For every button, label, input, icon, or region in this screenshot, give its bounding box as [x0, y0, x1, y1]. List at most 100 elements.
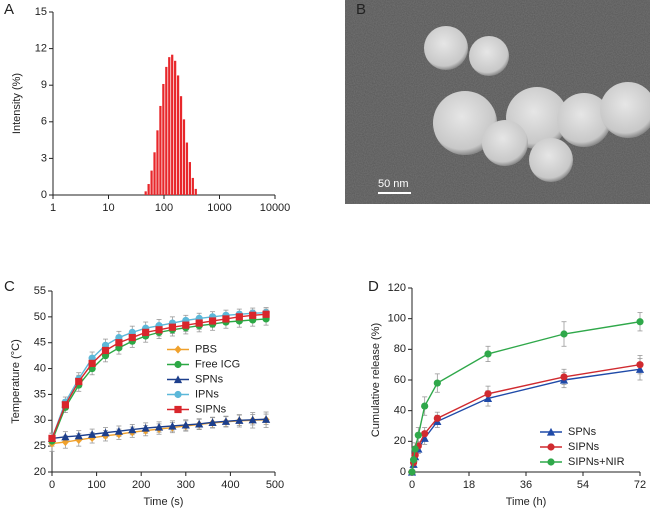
x-tick-label: 36 [520, 479, 532, 491]
bar [147, 184, 150, 195]
marker [433, 414, 441, 422]
marker [433, 379, 441, 387]
marker [182, 321, 190, 329]
bar [168, 57, 171, 195]
bar [174, 60, 177, 195]
y-tick-label: 50 [34, 311, 46, 323]
bar [188, 162, 191, 195]
y-axis-label: Intensity (%) [11, 73, 23, 134]
marker [141, 423, 150, 432]
panel-label: D [368, 278, 379, 295]
marker [128, 333, 136, 342]
y-tick-label: 3 [41, 152, 47, 164]
bar [185, 142, 189, 195]
marker [88, 433, 96, 442]
y-axis-label: Cumulative release (%) [370, 323, 382, 437]
y-tick-label: 6 [41, 116, 47, 128]
marker [635, 365, 645, 373]
marker [61, 437, 69, 447]
x-tick-label: 54 [577, 479, 589, 491]
y-tick-label: 35 [34, 388, 46, 400]
marker [261, 415, 271, 423]
marker [142, 328, 150, 336]
x-tick-label: 72 [634, 479, 646, 491]
marker [414, 431, 422, 439]
legend-label: PBS [195, 343, 217, 355]
x-tick-label: 18 [463, 479, 475, 491]
marker [235, 416, 244, 424]
bar [194, 188, 197, 195]
marker [174, 390, 182, 399]
y-tick-label: 40 [394, 405, 406, 417]
x-tick-label: 500 [266, 479, 284, 491]
y-tick-label: 0 [400, 466, 406, 478]
marker [128, 425, 137, 434]
bar [159, 105, 162, 195]
y-tick-label: 15 [35, 6, 47, 18]
bar [144, 191, 147, 195]
marker [174, 360, 182, 369]
marker [249, 311, 257, 319]
marker [101, 346, 110, 355]
bar [171, 54, 174, 196]
y-tick-label: 60 [394, 374, 406, 386]
x-tick-label: 400 [221, 479, 239, 491]
x-tick-label: 10 [102, 202, 114, 214]
marker [174, 345, 182, 354]
x-tick-label: 100 [87, 479, 105, 491]
x-tick-label: 10000 [260, 202, 291, 214]
x-tick-label: 300 [177, 479, 195, 491]
x-axis-label: Time (h) [506, 496, 547, 508]
marker [420, 434, 429, 442]
y-tick-label: 55 [34, 285, 46, 297]
marker [154, 422, 164, 431]
marker [61, 401, 69, 409]
marker [484, 390, 492, 398]
legend-label: IPNs [195, 388, 219, 400]
x-axis-label: Time (s) [144, 496, 184, 508]
legend-label: SIPNs+NIR [568, 456, 625, 468]
x-tick-label: 0 [49, 479, 55, 491]
bar [179, 96, 183, 195]
panel-label: B [356, 1, 366, 18]
marker [208, 418, 217, 426]
panel-label: A [4, 1, 14, 18]
tem-image: 50 nm [345, 0, 650, 204]
x-tick-label: 0 [409, 479, 415, 491]
y-tick-label: 30 [34, 414, 46, 426]
y-tick-label: 20 [34, 466, 46, 478]
marker [484, 350, 492, 358]
marker [409, 456, 418, 464]
marker [195, 419, 204, 428]
y-axis-label: Temperature (°C) [10, 339, 22, 423]
x-tick-label: 1 [50, 202, 56, 214]
y-tick-label: 12 [35, 43, 47, 55]
marker [168, 323, 177, 331]
legend-label: SPNs [568, 426, 597, 438]
marker [115, 339, 123, 347]
marker [235, 313, 243, 321]
marker [636, 361, 644, 369]
bar [182, 119, 186, 195]
bar [191, 177, 194, 195]
series-line [411, 321, 641, 473]
bar [156, 130, 159, 195]
bar [162, 83, 165, 195]
marker [547, 458, 555, 466]
marker [222, 315, 230, 323]
bar [153, 152, 156, 195]
panel-label: C [4, 278, 15, 295]
marker [221, 417, 231, 425]
legend-label: Free ICG [195, 358, 240, 370]
marker [168, 421, 177, 430]
y-tick-label: 80 [394, 343, 406, 355]
y-tick-label: 0 [41, 189, 47, 201]
legend-label: SIPNs [195, 403, 227, 415]
scale-bar-label: 50 nm [378, 178, 409, 190]
bar [165, 66, 168, 196]
marker [88, 430, 97, 438]
marker [421, 430, 429, 438]
y-tick-label: 25 [34, 440, 46, 452]
marker [155, 326, 163, 334]
marker [636, 318, 644, 326]
